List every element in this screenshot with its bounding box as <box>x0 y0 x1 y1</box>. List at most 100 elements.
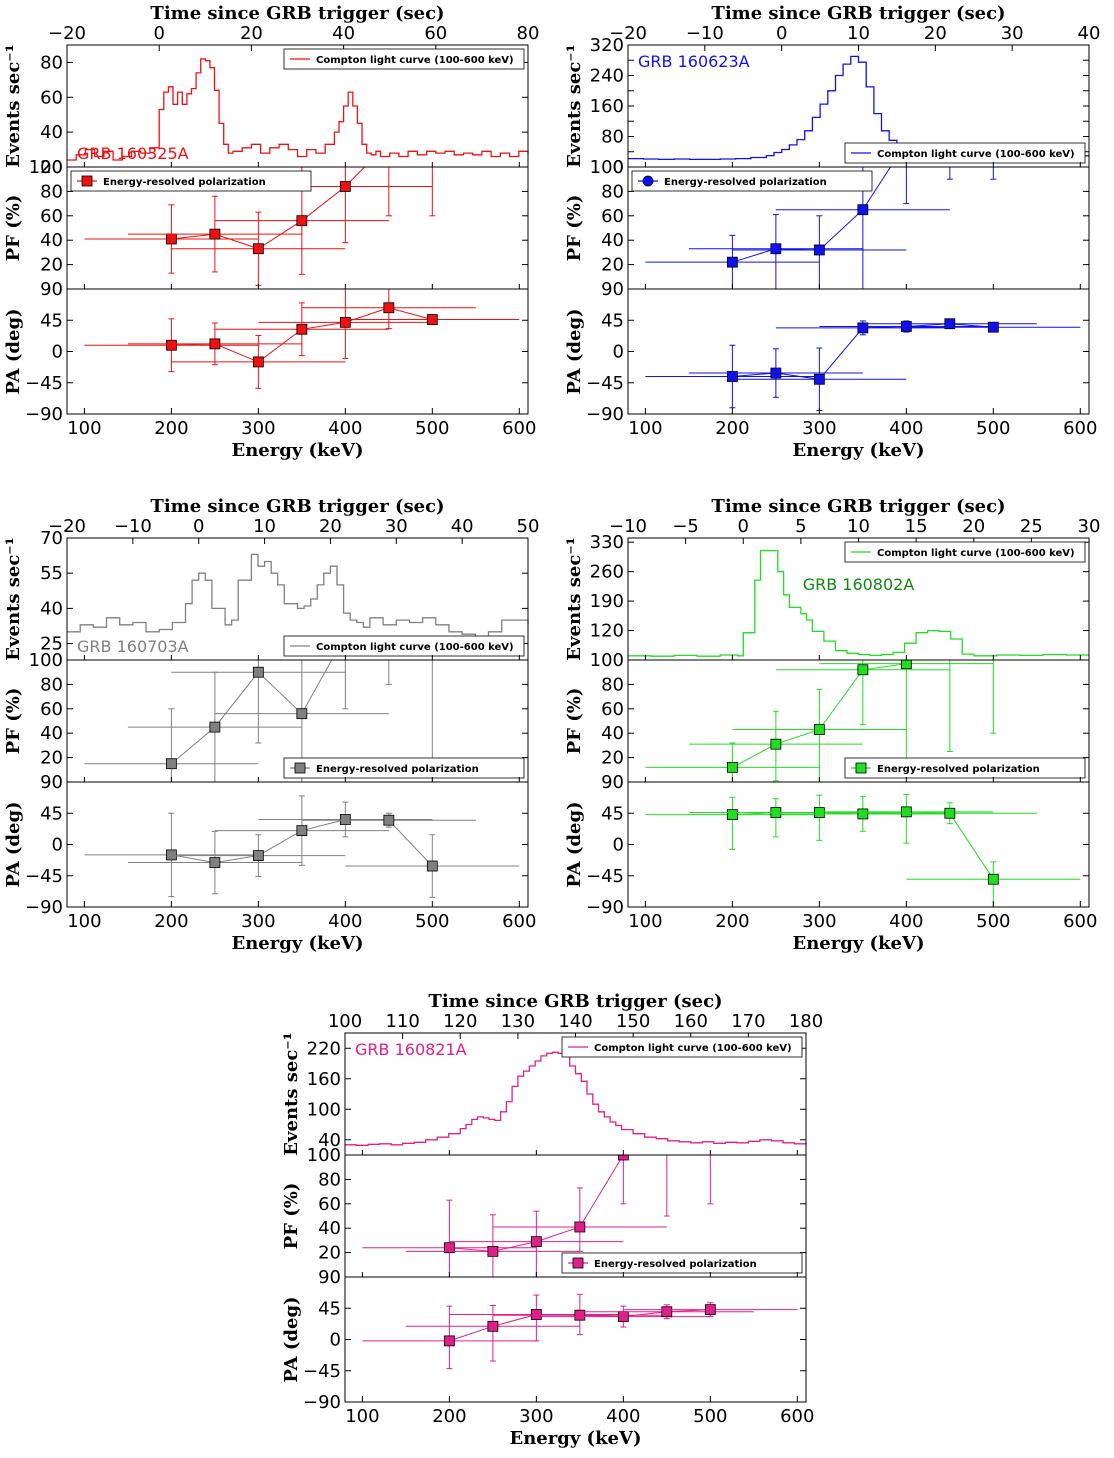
lc-ytick-label: 260 <box>590 562 624 583</box>
pa-ylabel: PA (deg) <box>3 801 24 887</box>
lc-ytick-label: 120 <box>590 621 624 642</box>
time-tick-label: 40 <box>451 516 474 537</box>
pa-point <box>857 322 869 334</box>
pa-point <box>944 807 956 819</box>
pa-ytick-label: 90 <box>318 1267 341 1288</box>
time-tick-label: 160 <box>674 1011 708 1032</box>
pf-point <box>487 1245 499 1257</box>
pf-ytick-label: 80 <box>318 1169 341 1190</box>
lc-ylabel: Events sec⁻¹ <box>281 1032 302 1155</box>
energy-tick-label: 400 <box>889 911 923 932</box>
pa-series <box>645 318 1081 412</box>
pa-point <box>944 318 956 330</box>
pa-ytick-label: −45 <box>25 866 63 887</box>
pf-point <box>617 1155 629 1161</box>
pa-point <box>987 321 999 333</box>
lc-ytick-label: 240 <box>590 66 624 87</box>
pa-ytick-label: 0 <box>52 342 63 363</box>
pa-point <box>900 321 912 332</box>
pf-point <box>296 215 308 227</box>
chart-panel-0: Time since GRB trigger (sec) −20 0 20 40 60 80… <box>3 3 539 461</box>
time-axis-title: Time since GRB trigger (sec) <box>711 496 1005 517</box>
legend-box <box>631 170 873 192</box>
energy-tick-label: 300 <box>802 911 836 932</box>
legend-text: Energy-resolved polarization <box>316 764 479 775</box>
energy-tick-label: 200 <box>715 911 749 932</box>
lc-ytick-label: 0 <box>613 157 624 178</box>
pa-point <box>209 338 221 350</box>
pa-point <box>574 1309 586 1321</box>
time-tick-label: 0 <box>776 23 787 44</box>
pa-frame <box>344 1276 807 1403</box>
lc-ytick-label: 70 <box>40 528 63 549</box>
legend-marker <box>81 175 93 187</box>
pa-frame <box>66 781 529 908</box>
energy-tick-label: 200 <box>715 418 749 439</box>
pf-ytick-label: 40 <box>40 723 63 744</box>
time-tick-label: 80 <box>517 23 540 44</box>
pf-point <box>813 244 825 256</box>
lc-ytick-label: 190 <box>590 591 624 612</box>
energy-tick-label: 600 <box>1063 911 1097 932</box>
pa-ytick-label: −45 <box>586 373 624 394</box>
pa-point <box>443 1335 455 1347</box>
energy-tick-label: 600 <box>502 911 536 932</box>
pol-legend: Energy-resolved polarization <box>844 757 1086 779</box>
pa-ylabel: PA (deg) <box>281 1296 302 1382</box>
pf-point <box>574 1221 586 1233</box>
time-tick-label: 15 <box>905 516 928 537</box>
pa-ytick-label: 45 <box>40 803 63 824</box>
pa-point <box>900 806 912 818</box>
pa-ytick-label: 0 <box>613 835 624 856</box>
time-tick-label: −10 <box>114 516 152 537</box>
grb-label: GRB 160802A <box>803 575 915 594</box>
lc-legend: Compton light curve (100-600 keV) <box>844 142 1086 164</box>
time-tick-label: −5 <box>672 516 699 537</box>
pf-ytick-label: 60 <box>601 206 624 227</box>
pa-point <box>383 814 395 826</box>
pa-point <box>165 849 177 861</box>
lc-ytick-label: 160 <box>590 96 624 117</box>
pf-point <box>339 181 351 192</box>
pf-ytick-label: 100 <box>29 157 63 178</box>
pf-point <box>209 228 221 240</box>
chart-panel-4: Time since GRB trigger (sec) 100 110 120 130… <box>281 991 823 1449</box>
legend-text: Compton light curve (100-600 keV) <box>316 55 514 66</box>
legend-box <box>283 757 525 779</box>
pf-point <box>726 761 738 773</box>
pf-ytick-label: 60 <box>318 1194 341 1215</box>
pol-legend: Energy-resolved polarization <box>283 757 525 779</box>
time-tick-label: −20 <box>609 23 647 44</box>
energy-tick-label: 100 <box>628 911 662 932</box>
pf-ylabel: PF (%) <box>281 1183 302 1250</box>
lc-ytick-label: 20 <box>40 157 63 178</box>
time-tick-label: −10 <box>686 23 724 44</box>
pa-ytick-label: 45 <box>318 1298 341 1319</box>
legend-text: Energy-resolved polarization <box>594 1259 757 1270</box>
lc-ylabel: Events sec⁻¹ <box>564 537 585 660</box>
pa-point <box>252 850 264 862</box>
pf-series <box>84 167 436 286</box>
pa-ytick-label: −45 <box>586 866 624 887</box>
pa-point <box>987 873 999 885</box>
pf-point <box>165 233 177 245</box>
pa-point <box>704 1304 716 1316</box>
grb-label: GRB 160623A <box>638 52 750 71</box>
pa-point <box>296 323 308 335</box>
legend-text: Compton light curve (100-600 keV) <box>594 1043 792 1054</box>
pa-point <box>426 314 438 325</box>
time-tick-label: 40 <box>1078 23 1101 44</box>
light-curve-series <box>67 553 529 638</box>
energy-tick-label: 300 <box>802 418 836 439</box>
pf-ytick-label: 20 <box>40 748 63 769</box>
pa-ytick-label: −90 <box>303 1392 341 1413</box>
pf-series <box>362 1155 714 1277</box>
lc-legend: Compton light curve (100-600 keV) <box>283 635 525 657</box>
pf-ytick-label: 20 <box>601 748 624 769</box>
pf-point <box>857 204 869 216</box>
time-tick-label: 50 <box>517 516 540 537</box>
pa-point <box>209 857 221 868</box>
pa-point <box>426 860 438 872</box>
lc-ytick-label: 40 <box>318 1130 341 1151</box>
pa-series <box>84 795 520 898</box>
